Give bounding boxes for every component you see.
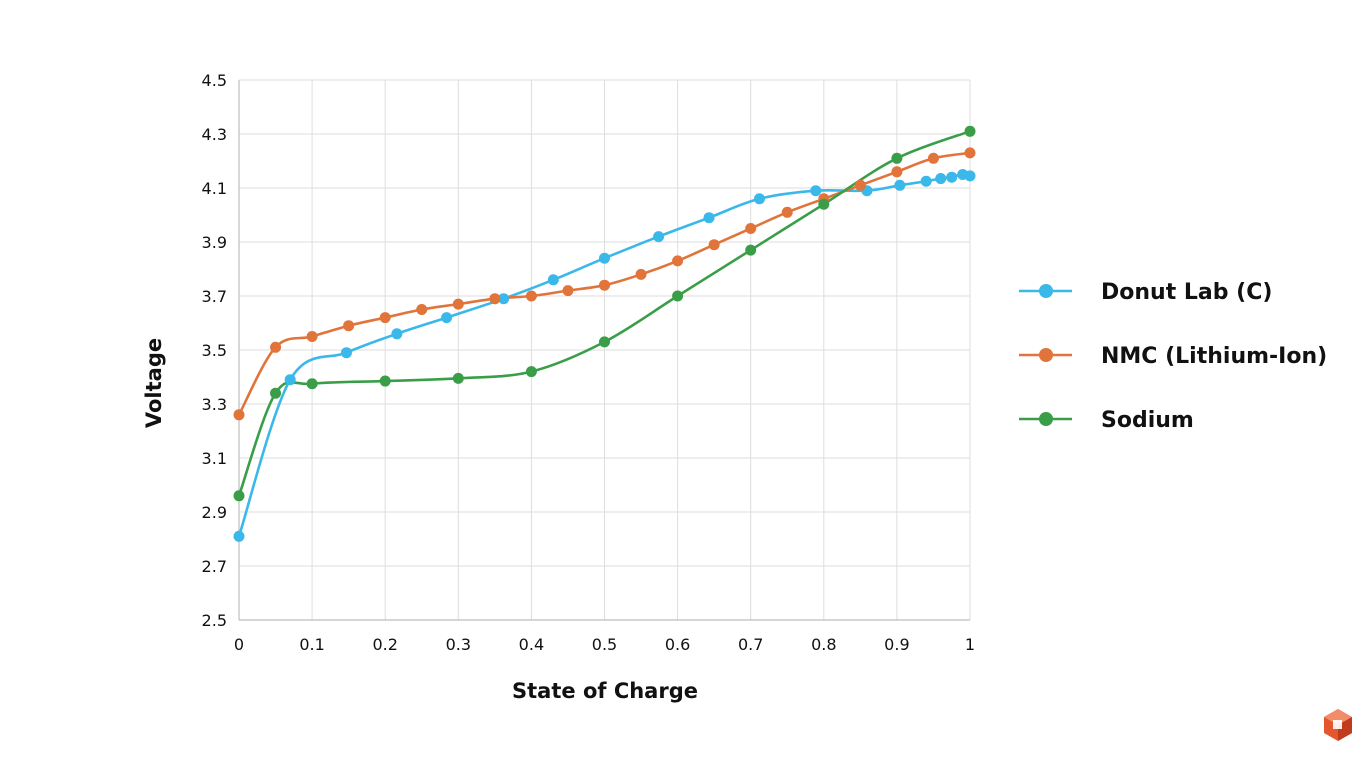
x-tick-label: 0.2 <box>372 635 397 654</box>
x-tick-label: 0.7 <box>738 635 763 654</box>
data-point-nmc-lithium-ion <box>233 409 245 421</box>
data-point-sodium <box>233 490 245 502</box>
data-point-sodium <box>599 336 610 348</box>
y-tick-label: 3.7 <box>202 287 227 306</box>
data-point-sodium <box>891 152 903 164</box>
x-tick-label: 0.3 <box>446 635 471 654</box>
data-point-donut-lab-c <box>599 252 610 264</box>
grid-lines <box>239 79 971 620</box>
data-point-donut-lab-c <box>935 173 947 185</box>
x-tick-label: 0 <box>234 635 244 654</box>
data-point-nmc-lithium-ion <box>745 223 757 234</box>
data-point-donut-lab-c <box>391 328 403 340</box>
legend-swatch-marker <box>1039 348 1053 362</box>
data-point-nmc-lithium-ion <box>379 312 391 324</box>
legend-item-label: Donut Lab (C) <box>1101 280 1272 305</box>
y-tick-label: 3.9 <box>202 233 227 252</box>
data-point-donut-lab-c <box>233 530 245 542</box>
data-point-donut-lab-c <box>284 374 296 386</box>
axes <box>238 80 970 621</box>
data-point-sodium <box>964 125 976 137</box>
data-point-sodium <box>745 244 757 256</box>
data-point-donut-lab-c <box>753 193 765 205</box>
y-tick-label: 2.5 <box>202 611 227 630</box>
y-tick-label: 4.1 <box>202 179 227 198</box>
data-point-nmc-lithium-ion <box>927 152 939 164</box>
y-tick-label: 3.3 <box>202 395 227 414</box>
data-point-nmc-lithium-ion <box>891 166 903 178</box>
series-line-sodium <box>237 130 972 498</box>
data-point-nmc-lithium-ion <box>964 147 976 159</box>
data-point-nmc-lithium-ion <box>343 320 355 332</box>
legend-swatch-marker <box>1039 284 1053 298</box>
data-point-nmc-lithium-ion <box>672 255 684 267</box>
y-tick-label: 4.5 <box>202 71 227 90</box>
data-point-sodium <box>818 198 830 210</box>
data-point-nmc-lithium-ion <box>489 293 501 305</box>
x-tick-label: 0.9 <box>884 635 909 654</box>
legend-item-label: Sodium <box>1101 408 1194 433</box>
x-tick-label: 0.6 <box>665 635 690 654</box>
data-point-sodium <box>672 290 684 302</box>
data-point-nmc-lithium-ion <box>416 304 428 315</box>
x-tick-label: 0.1 <box>299 635 324 654</box>
y-tick-label: 3.1 <box>202 449 227 468</box>
data-point-donut-lab-c <box>547 274 559 286</box>
data-point-sodium <box>452 372 464 384</box>
y-axis-title: Voltage <box>142 338 166 428</box>
data-point-nmc-lithium-ion <box>562 285 574 297</box>
x-tick-label: 1 <box>965 635 975 654</box>
data-point-nmc-lithium-ion <box>635 268 647 280</box>
x-axis-title: State of Charge <box>512 679 698 703</box>
legend-swatch-marker <box>1039 412 1053 426</box>
data-point-donut-lab-c <box>498 293 510 305</box>
data-point-donut-lab-c <box>920 175 932 187</box>
y-tick-label: 2.9 <box>202 503 227 522</box>
y-tick-label: 3.5 <box>202 341 227 360</box>
x-axis-ticks: 0 0.1 0.2 0.3 0.4 0.5 0.6 0.7 0.8 0.9 1 <box>234 635 975 654</box>
data-point-donut-lab-c <box>340 347 352 359</box>
y-tick-label: 4.3 <box>202 125 227 144</box>
data-point-nmc-lithium-ion <box>599 279 610 291</box>
data-point-nmc-lithium-ion <box>525 290 537 302</box>
data-point-donut-lab-c <box>810 185 822 197</box>
x-tick-label: 0.8 <box>811 635 836 654</box>
data-point-nmc-lithium-ion <box>708 239 720 251</box>
data-point-nmc-lithium-ion <box>452 298 464 310</box>
data-point-sodium <box>306 378 318 390</box>
data-point-donut-lab-c <box>894 179 906 191</box>
data-point-donut-lab-c <box>703 212 715 224</box>
series-points <box>233 125 976 542</box>
data-point-nmc-lithium-ion <box>781 206 793 218</box>
legend: Donut Lab (C) NMC (Lithium-Ion) Sodium <box>1019 280 1327 433</box>
brand-logo-icon <box>1324 709 1352 741</box>
data-point-donut-lab-c <box>946 171 958 183</box>
legend-item-label: NMC (Lithium-Ion) <box>1101 344 1327 369</box>
data-point-nmc-lithium-ion <box>270 341 282 353</box>
data-point-nmc-lithium-ion <box>306 331 318 342</box>
data-point-nmc-lithium-ion <box>854 179 866 191</box>
data-point-donut-lab-c <box>653 231 665 243</box>
data-point-sodium <box>525 366 537 378</box>
data-point-sodium <box>379 375 391 387</box>
x-tick-label: 0.4 <box>519 635 544 654</box>
data-point-sodium <box>270 387 282 399</box>
data-point-donut-lab-c <box>964 170 976 182</box>
y-axis-ticks: 2.5 2.7 2.9 3.1 3.3 3.5 3.7 3.9 4.1 4.3 4.5 <box>202 71 227 630</box>
y-tick-label: 2.7 <box>202 557 227 576</box>
x-tick-label: 0.5 <box>592 635 617 654</box>
data-point-donut-lab-c <box>441 312 453 324</box>
